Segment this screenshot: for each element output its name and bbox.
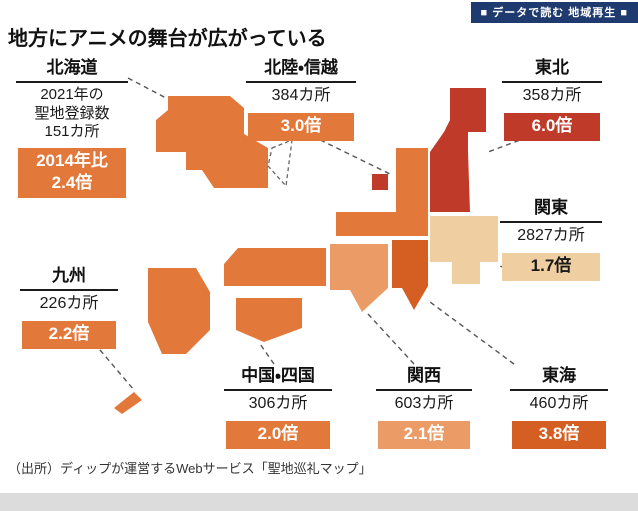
map-region-tohoku <box>430 88 486 212</box>
count-line: 151カ所 <box>44 122 100 140</box>
site-count: 603カ所 <box>394 395 454 413</box>
growth-badge-kanto: 1.7倍 <box>502 252 600 281</box>
region-name-kansai: 関西 <box>407 366 441 385</box>
map-region-shikoku <box>236 298 302 342</box>
map-region-kyushu <box>148 268 210 354</box>
region-name-kanto: 関東 <box>534 198 568 217</box>
badge-line: 2.4倍 <box>51 173 93 193</box>
connector-kyushu-okinawa <box>99 349 135 391</box>
connector-tokai <box>429 301 515 365</box>
growth-badge-hokkaido: 2014年比 2.4倍 <box>18 148 126 199</box>
site-count: 358カ所 <box>522 87 582 105</box>
map-region-kanto <box>430 216 498 284</box>
divider <box>224 389 332 392</box>
growth-badge-kansai: 2.1倍 <box>378 420 470 449</box>
map-region-tokai <box>392 240 428 310</box>
region-name-hokkaido: 北海道 <box>46 58 98 77</box>
region-name-tokai: 東海 <box>542 366 576 385</box>
region-group-chugoku-shikoku: 中国・四国 306カ所 2.0倍 <box>224 366 332 449</box>
region-group-hokkaido: 北海道 2021年の 聖地登録数 151カ所 2014年比 2.4倍 <box>16 58 128 199</box>
divider <box>502 81 602 84</box>
divider <box>376 389 472 392</box>
region-name-chugoku-shikoku: 中国・四国 <box>241 366 315 385</box>
map-region-northern-islands-outline <box>267 138 293 188</box>
map-region-chugoku <box>224 248 326 286</box>
region-group-tokai: 東海 460カ所 3.8倍 <box>510 366 608 449</box>
site-count: 226カ所 <box>39 295 99 313</box>
badge-line: 2014年比 <box>36 151 108 171</box>
site-count: 2827カ所 <box>517 227 585 245</box>
region-group-kanto: 関東 2827カ所 1.7倍 <box>500 198 602 281</box>
growth-badge-chugoku-shikoku: 2.0倍 <box>226 420 330 449</box>
divider <box>16 81 128 84</box>
growth-badge-hokuriku: 3.0倍 <box>248 112 354 141</box>
divider <box>246 81 356 84</box>
map-island-sado <box>372 174 388 190</box>
connector-kansai <box>367 313 415 365</box>
region-name-kyushu: 九州 <box>52 266 86 285</box>
region-group-tohoku: 東北 358カ所 6.0倍 <box>502 58 602 141</box>
map-region-hokkaido <box>156 96 268 188</box>
connector-hokkaido <box>127 77 167 99</box>
count-line: 聖地登録数 <box>34 104 110 122</box>
region-group-kyushu: 九州 226カ所 2.2倍 <box>20 266 118 349</box>
divider <box>500 221 602 224</box>
region-name-hokuriku: 北陸・信越 <box>264 58 338 77</box>
growth-badge-tohoku: 6.0倍 <box>504 112 600 141</box>
site-count: 460カ所 <box>529 395 589 413</box>
growth-badge-kyushu: 2.2倍 <box>22 320 116 349</box>
count-line: 2021年の <box>40 86 104 104</box>
divider <box>510 389 608 392</box>
map-island-okinawa <box>114 392 142 414</box>
connector-hokuriku <box>303 131 391 175</box>
page-title: 地方にアニメの舞台が広がっている <box>8 28 327 50</box>
map-region-kansai <box>330 244 388 312</box>
source-note: （出所）ディップが運営するWebサービス「聖地巡礼マップ」 <box>8 461 372 476</box>
region-group-hokuriku-shinetsu: 北陸・信越 384カ所 3.0倍 <box>246 58 356 141</box>
region-name-tohoku: 東北 <box>535 58 569 77</box>
series-banner: ■ データで読む 地域再生 ■ <box>470 2 638 23</box>
site-count: 306カ所 <box>248 395 308 413</box>
site-count: 384カ所 <box>271 87 331 105</box>
map-region-hokuriku-shinetsu <box>336 148 428 236</box>
growth-badge-tokai: 3.8倍 <box>512 420 606 449</box>
region-group-kansai: 関西 603カ所 2.1倍 <box>376 366 472 449</box>
bottom-bar <box>0 493 638 511</box>
divider <box>20 289 118 292</box>
connector-chugoku-shikoku <box>259 343 275 365</box>
